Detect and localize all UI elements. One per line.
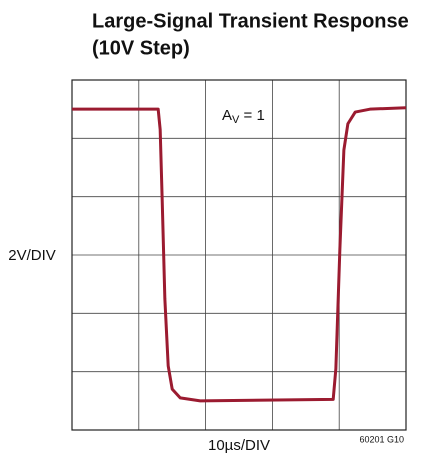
x-axis-label: 10µs/DIV bbox=[208, 437, 270, 454]
trace bbox=[72, 106, 407, 403]
chart-title: Large-Signal Transient Response bbox=[92, 10, 409, 32]
figure-note: 60201 G10 bbox=[359, 434, 404, 444]
annotation-sub: V bbox=[232, 114, 240, 126]
y-axis-label: 2V/DIV bbox=[8, 247, 56, 264]
annotation-rest: = 1 bbox=[239, 107, 264, 124]
annotation-main: A bbox=[222, 107, 232, 124]
chart-title: (10V Step) bbox=[92, 37, 190, 59]
plot-frame bbox=[71, 79, 407, 431]
annotation: AV = 1 bbox=[222, 107, 265, 126]
